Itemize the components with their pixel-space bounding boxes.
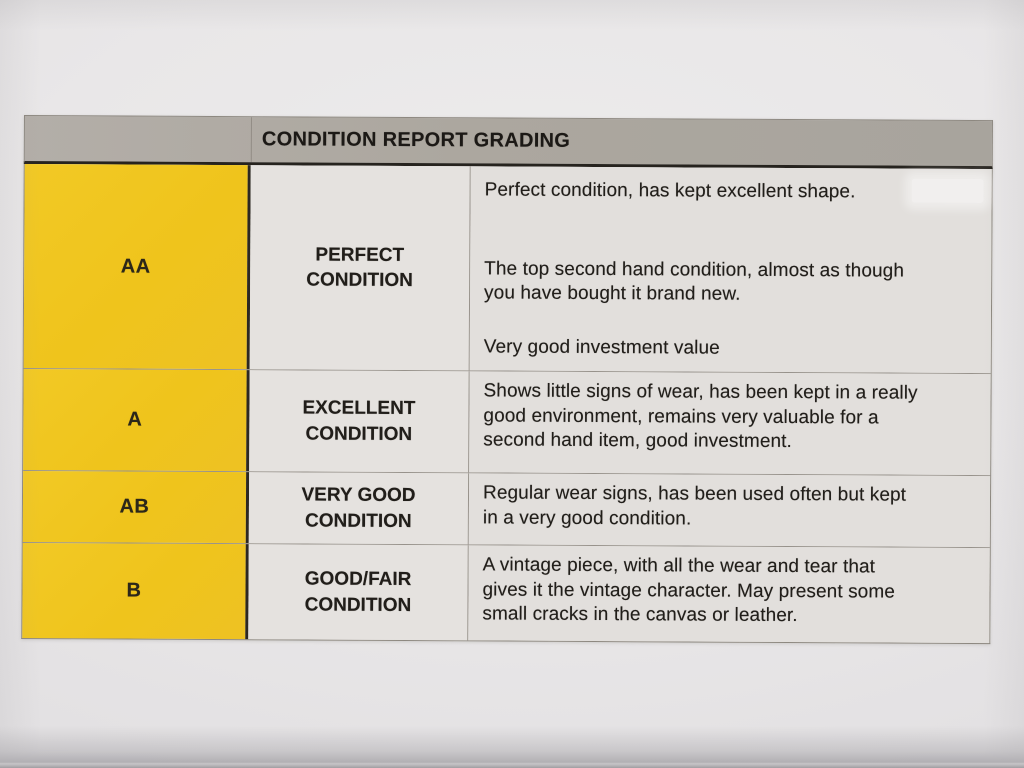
grade-cell: AB — [22, 471, 250, 544]
table-row-grade-aa: AA PERFECT CONDITION Perfect condition, … — [23, 164, 992, 374]
condition-label-cell: EXCELLENT CONDITION — [249, 370, 470, 473]
description-paragraph: Very good investment value — [483, 336, 720, 359]
description-cell: Perfect condition, has kept excellent sh… — [469, 166, 992, 374]
table-row-grade-ab: AB VERY GOOD CONDITION Regular wear sign… — [22, 470, 991, 548]
condition-label-cell: GOOD/FAIR CONDITION — [248, 544, 469, 641]
condition-label: GOOD/FAIR CONDITION — [304, 568, 412, 616]
table-title: CONDITION REPORT GRADING — [261, 128, 571, 152]
photo-bottom-edge — [0, 726, 1024, 768]
condition-grading-table: CONDITION REPORT GRADING AA PERFECT COND… — [21, 115, 993, 645]
condition-label-cell: PERFECT CONDITION — [249, 165, 471, 371]
description-paragraph: A vintage piece, with all the wear and t… — [482, 554, 896, 627]
table-row-grade-b: B GOOD/FAIR CONDITION A vintage piece, w… — [22, 541, 990, 644]
table-body: AA PERFECT CONDITION Perfect condition, … — [21, 163, 993, 645]
description-cell: A vintage piece, with all the wear and t… — [468, 545, 990, 644]
condition-label: VERY GOOD CONDITION — [301, 484, 416, 532]
condition-label: PERFECT CONDITION — [306, 244, 413, 292]
header-grade-column-spacer — [24, 116, 252, 163]
condition-label-cell: VERY GOOD CONDITION — [248, 472, 470, 545]
grade-cell: AA — [23, 164, 251, 370]
description-paragraph: Perfect condition, has kept excellent sh… — [484, 179, 856, 203]
description-cell: Shows little signs of wear, has been kep… — [469, 371, 991, 476]
description-paragraph: The top second hand condition, almost as… — [484, 258, 905, 306]
grade-cell: B — [22, 542, 249, 640]
table-row-grade-a: A EXCELLENT CONDITION Shows little signs… — [23, 368, 991, 476]
condition-label: EXCELLENT CONDITION — [302, 397, 416, 445]
table-header: CONDITION REPORT GRADING — [23, 115, 993, 170]
description-paragraph: Shows little signs of wear, has been kep… — [483, 380, 918, 453]
grade-cell: A — [23, 369, 250, 472]
description-cell: Regular wear signs, has been used often … — [468, 473, 991, 548]
description-paragraph: Regular wear signs, has been used often … — [482, 482, 907, 530]
correction-patch — [911, 178, 984, 204]
